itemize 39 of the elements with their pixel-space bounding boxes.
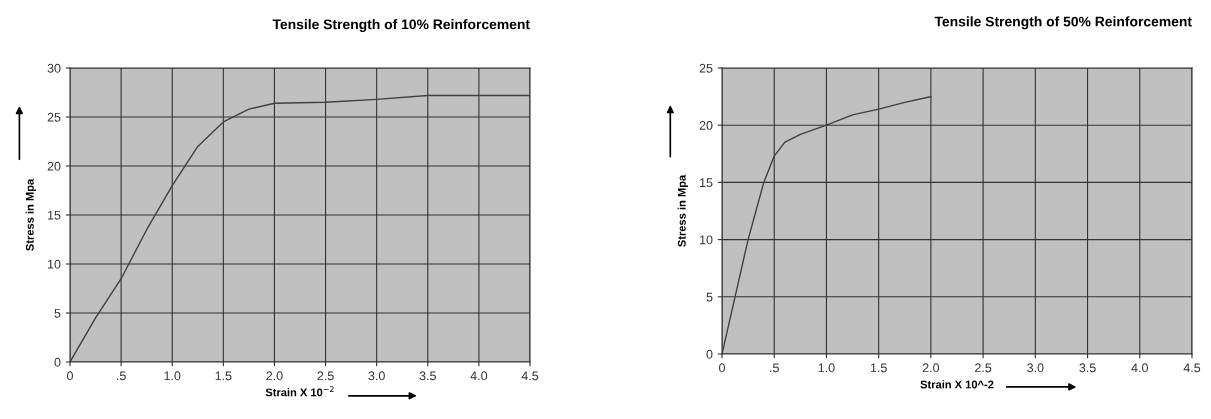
y-tick-label: 10 — [700, 235, 713, 245]
x-tick-label: 1.5 — [870, 363, 887, 373]
chart-title: Tensile Strength of 50% Reinforcement — [934, 16, 1192, 30]
x-tick-label: 4.5 — [1183, 363, 1201, 373]
x-tick-label: 2.5 — [975, 363, 992, 373]
y-axis-title: Stress in Mpa — [677, 174, 688, 247]
y-tick-label: 25 — [699, 63, 713, 73]
x-tick-label: 4.0 — [470, 371, 488, 381]
x-tick-label: 2.0 — [266, 371, 283, 381]
x-tick-label: 4.0 — [1131, 363, 1148, 373]
x-tick-label: 1.0 — [818, 363, 835, 373]
x-tick-label: 3.0 — [368, 371, 385, 381]
y-tick-label: 0 — [706, 349, 713, 359]
y-tick-label: 25 — [47, 112, 61, 122]
x-tick-label: 4.5 — [521, 371, 539, 381]
y-tick-label: 15 — [48, 210, 61, 220]
line-series — [722, 95, 932, 354]
x-axis-title: Strain X 10$^{−2}$ — [265, 386, 334, 397]
y-tick-label: 5 — [706, 292, 713, 302]
x-tick-label: 0 — [719, 363, 725, 373]
y-axis-title: Stress in Mpa — [25, 178, 36, 251]
chart-title: Tensile Strength of 10% Reinforcement — [272, 19, 530, 33]
x-tick-label: .5 — [770, 363, 779, 373]
y-tick-label: 10 — [48, 259, 61, 269]
x-tick-label: .5 — [117, 371, 126, 381]
y-tick-label: 15 — [700, 178, 713, 188]
x-tick-label: 2.5 — [317, 371, 334, 381]
x-axis-title: Strain X 10^-2 — [920, 380, 994, 389]
y-tick-label: 30 — [47, 63, 61, 73]
x-tick-label: 3.0 — [1027, 363, 1044, 373]
x-tick-label: 0 — [67, 371, 73, 381]
y-tick-label: 5 — [54, 308, 61, 318]
x-tick-label: 1.0 — [164, 371, 181, 381]
y-tick-label: 20 — [699, 121, 713, 130]
x-tick-label: 3.5 — [419, 371, 436, 381]
x-tick-label: 3.5 — [1079, 363, 1096, 373]
x-tick-label: 2.0 — [922, 363, 940, 373]
x-tick-label: 1.5 — [215, 371, 232, 381]
y-tick-label: 20 — [47, 161, 61, 171]
